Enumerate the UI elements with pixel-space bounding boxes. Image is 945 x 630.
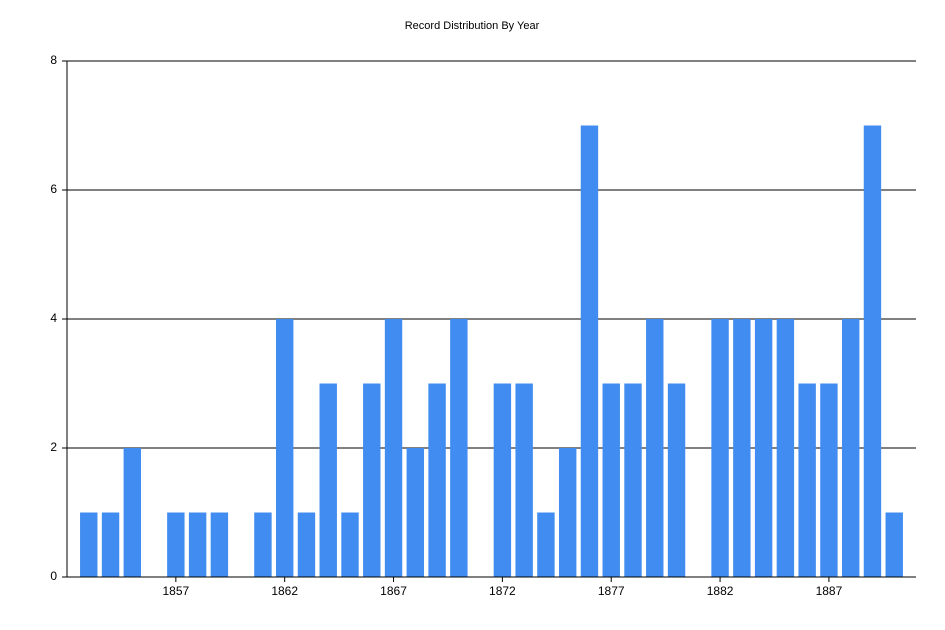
bar <box>885 512 903 577</box>
bar <box>558 448 577 577</box>
x-tick-label: 1857 <box>162 584 189 598</box>
bar <box>667 383 686 577</box>
bar <box>646 319 664 577</box>
y-tick-label: 6 <box>50 182 57 196</box>
bar <box>863 125 882 577</box>
bar <box>798 383 816 577</box>
bar <box>341 512 359 577</box>
bar <box>820 383 838 577</box>
x-tick-label: 1862 <box>271 584 298 598</box>
y-tick-label: 8 <box>50 53 57 67</box>
bar <box>841 319 860 577</box>
bar <box>776 319 795 577</box>
bar <box>363 383 381 577</box>
bar <box>188 512 207 577</box>
bar <box>602 383 620 577</box>
bar <box>275 319 294 577</box>
bar <box>80 512 98 577</box>
bar <box>384 319 403 577</box>
bar <box>101 512 120 577</box>
bar <box>123 448 142 577</box>
bar <box>319 383 337 577</box>
bar <box>624 383 642 577</box>
x-tick-label: 1887 <box>816 584 843 598</box>
x-tick-label: 1867 <box>380 584 407 598</box>
y-tick-label: 2 <box>50 440 57 454</box>
bar <box>406 448 425 577</box>
bar <box>428 383 446 577</box>
chart-title: Record Distribution By Year <box>405 20 540 32</box>
bar <box>254 512 272 577</box>
x-tick-label: 1872 <box>489 584 516 598</box>
y-tick-label: 4 <box>50 311 57 325</box>
bar <box>167 512 185 577</box>
bar <box>493 383 512 577</box>
bar <box>297 512 316 577</box>
bar <box>515 383 533 577</box>
y-tick-label: 0 <box>50 569 57 583</box>
bar <box>754 319 773 577</box>
bar <box>450 319 468 577</box>
x-tick-label: 1877 <box>598 584 625 598</box>
bar <box>733 319 751 577</box>
bar <box>537 512 555 577</box>
bar <box>711 319 729 577</box>
bar <box>210 512 229 577</box>
x-tick-label: 1882 <box>707 584 734 598</box>
bar <box>580 125 599 577</box>
